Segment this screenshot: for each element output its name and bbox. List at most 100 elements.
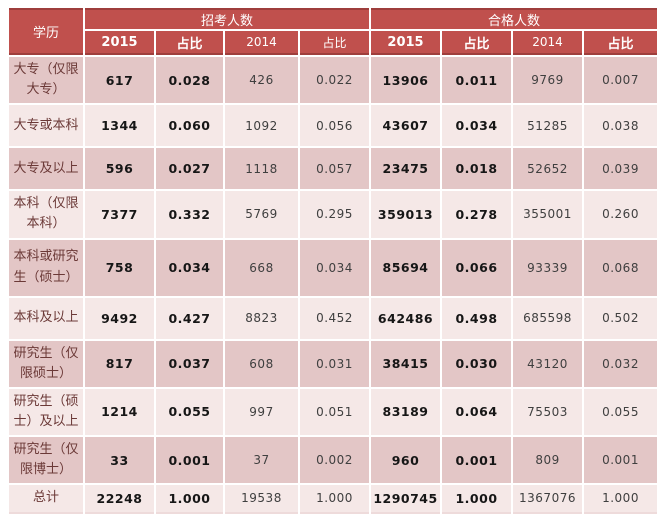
cell-value: 0.427 bbox=[156, 297, 223, 339]
cell-value: 1.000 bbox=[442, 485, 512, 514]
cell-value: 997 bbox=[225, 388, 298, 436]
cell-value: 19538 bbox=[225, 485, 298, 514]
cell-value: 52652 bbox=[513, 148, 583, 190]
cell-value: 0.027 bbox=[156, 148, 223, 190]
cell-value: 0.057 bbox=[300, 148, 370, 190]
cell-value: 0.011 bbox=[442, 57, 512, 104]
cell-value: 0.034 bbox=[300, 239, 370, 296]
table-row: 研究生（仅限硕士） 817 0.037 608 0.031 38415 0.030 43120… bbox=[9, 340, 658, 387]
cell-value: 0.001 bbox=[584, 437, 658, 484]
cell-value: 0.018 bbox=[442, 148, 512, 190]
cell-value: 1.000 bbox=[156, 485, 223, 514]
table-row: 本科或研究生（硕士） 758 0.034 668 0.034 85694 0.066 9333… bbox=[9, 239, 658, 296]
cell-value: 22248 bbox=[85, 485, 154, 514]
cell-value: 43120 bbox=[513, 340, 583, 387]
cell-value: 608 bbox=[225, 340, 298, 387]
cell-value: 0.037 bbox=[156, 340, 223, 387]
cell-value: 5769 bbox=[225, 191, 298, 238]
row-label: 本科（仅限本科） bbox=[9, 191, 83, 238]
header-subcolumn-6: 2014 bbox=[513, 31, 583, 55]
cell-value: 617 bbox=[85, 57, 154, 104]
header-group-row: 学历 招考人数 合格人数 bbox=[9, 8, 658, 55]
cell-value: 0.034 bbox=[442, 105, 512, 147]
header-subcolumn-row: 2015 占比 2014 占比 2015 占比 2014 占比 bbox=[9, 31, 658, 55]
cell-value: 0.001 bbox=[442, 437, 512, 484]
cell-value: 0.502 bbox=[584, 297, 658, 339]
cell-value: 0.007 bbox=[584, 57, 658, 104]
cell-value: 642486 bbox=[371, 297, 441, 339]
cell-value: 0.260 bbox=[584, 191, 658, 238]
cell-value: 668 bbox=[225, 239, 298, 296]
table-row: 大专（仅限大专） 617 0.028 426 0.022 13906 0.011 9769 0.… bbox=[9, 57, 658, 104]
cell-value: 0.032 bbox=[584, 340, 658, 387]
cell-value: 0.031 bbox=[300, 340, 370, 387]
cell-value: 0.034 bbox=[156, 239, 223, 296]
row-label: 本科及以上 bbox=[9, 297, 83, 339]
cell-value: 0.022 bbox=[300, 57, 370, 104]
header-subcolumn-0: 2015 bbox=[85, 31, 154, 55]
cell-value: 1.000 bbox=[584, 485, 658, 514]
header-group-qualified-count: 合格人数 bbox=[371, 8, 658, 29]
cell-value: 0.295 bbox=[300, 191, 370, 238]
cell-value: 0.002 bbox=[300, 437, 370, 484]
cell-value: 23475 bbox=[371, 148, 441, 190]
cell-value: 0.278 bbox=[442, 191, 512, 238]
cell-value: 596 bbox=[85, 148, 154, 190]
cell-value: 1.000 bbox=[300, 485, 370, 514]
cell-value: 93339 bbox=[513, 239, 583, 296]
row-label: 研究生（仅限博士） bbox=[9, 437, 83, 484]
cell-value: 51285 bbox=[513, 105, 583, 147]
cell-value: 0.060 bbox=[156, 105, 223, 147]
table-row-total: 总计 22248 1.000 19538 1.000 1290745 1.000 136707… bbox=[9, 485, 658, 514]
header-subcolumn-2: 2014 bbox=[225, 31, 298, 55]
row-label: 大专及以上 bbox=[9, 148, 83, 190]
header-subcolumn-1: 占比 bbox=[156, 31, 223, 55]
cell-value: 33 bbox=[85, 437, 154, 484]
cell-value: 960 bbox=[371, 437, 441, 484]
cell-value: 1214 bbox=[85, 388, 154, 436]
cell-value: 0.051 bbox=[300, 388, 370, 436]
row-label: 研究生（硕士）及以上 bbox=[9, 388, 83, 436]
cell-value: 9492 bbox=[85, 297, 154, 339]
table-row: 大专及以上 596 0.027 1118 0.057 23475 0.018 52652 0.0… bbox=[9, 148, 658, 190]
cell-value: 8823 bbox=[225, 297, 298, 339]
table-row: 研究生（仅限博士） 33 0.001 37 0.002 960 0.001 809 0.001 bbox=[9, 437, 658, 484]
header-subcolumn-5: 占比 bbox=[442, 31, 512, 55]
cell-value: 85694 bbox=[371, 239, 441, 296]
row-label: 研究生（仅限硕士） bbox=[9, 340, 83, 387]
cell-value: 37 bbox=[225, 437, 298, 484]
cell-value: 0.001 bbox=[156, 437, 223, 484]
cell-value: 9769 bbox=[513, 57, 583, 104]
cell-value: 0.028 bbox=[156, 57, 223, 104]
header-subcolumn-7: 占比 bbox=[584, 31, 658, 55]
row-label: 大专（仅限大专） bbox=[9, 57, 83, 104]
cell-value: 355001 bbox=[513, 191, 583, 238]
cell-value: 1290745 bbox=[371, 485, 441, 514]
table-row: 本科（仅限本科） 7377 0.332 5769 0.295 359013 0.278 355… bbox=[9, 191, 658, 238]
cell-value: 0.039 bbox=[584, 148, 658, 190]
cell-value: 0.066 bbox=[442, 239, 512, 296]
table-row: 研究生（硕士）及以上 1214 0.055 997 0.051 83189 0.064 755… bbox=[9, 388, 658, 436]
cell-value: 0.498 bbox=[442, 297, 512, 339]
cell-value: 75503 bbox=[513, 388, 583, 436]
header-subcolumn-3: 占比 bbox=[300, 31, 370, 55]
table-row: 大专或本科 1344 0.060 1092 0.056 43607 0.034 51285 0.… bbox=[9, 105, 658, 147]
cell-value: 817 bbox=[85, 340, 154, 387]
cell-value: 0.064 bbox=[442, 388, 512, 436]
cell-value: 7377 bbox=[85, 191, 154, 238]
header-education: 学历 bbox=[9, 8, 83, 55]
header-group-recruit-count: 招考人数 bbox=[85, 8, 370, 29]
cell-value: 83189 bbox=[371, 388, 441, 436]
cell-value: 1118 bbox=[225, 148, 298, 190]
cell-value: 0.068 bbox=[584, 239, 658, 296]
row-label: 本科或研究生（硕士） bbox=[9, 239, 83, 296]
cell-value: 359013 bbox=[371, 191, 441, 238]
cell-value: 1367076 bbox=[513, 485, 583, 514]
cell-value: 1092 bbox=[225, 105, 298, 147]
statistics-table: 学历 招考人数 合格人数 2015 占比 2014 占比 2015 占比 2014 占比 大专… bbox=[7, 6, 659, 516]
row-label: 总计 bbox=[9, 485, 83, 514]
cell-value: 1344 bbox=[85, 105, 154, 147]
cell-value: 38415 bbox=[371, 340, 441, 387]
cell-value: 685598 bbox=[513, 297, 583, 339]
